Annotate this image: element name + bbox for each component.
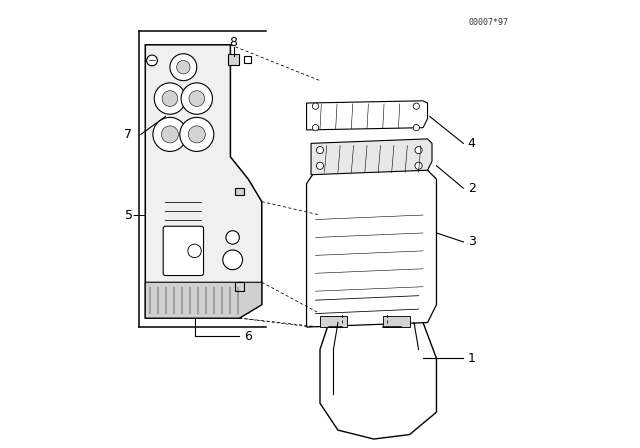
Circle shape xyxy=(413,125,419,131)
PathPatch shape xyxy=(145,282,262,318)
Circle shape xyxy=(415,162,422,169)
Text: 8: 8 xyxy=(228,36,237,49)
Bar xyxy=(244,56,251,63)
Bar xyxy=(320,316,347,327)
Circle shape xyxy=(415,146,422,154)
Circle shape xyxy=(161,126,179,143)
Circle shape xyxy=(180,117,214,151)
Circle shape xyxy=(154,83,186,114)
Text: 3: 3 xyxy=(468,235,476,249)
Circle shape xyxy=(189,91,205,107)
Bar xyxy=(235,282,244,291)
Text: 7: 7 xyxy=(124,128,132,141)
Circle shape xyxy=(316,162,324,169)
Circle shape xyxy=(316,146,324,154)
Circle shape xyxy=(162,91,178,107)
Circle shape xyxy=(177,60,190,74)
Circle shape xyxy=(181,83,212,114)
Circle shape xyxy=(312,103,319,109)
Text: 00007*97: 00007*97 xyxy=(468,18,508,27)
Circle shape xyxy=(170,54,197,81)
Circle shape xyxy=(226,231,239,244)
PathPatch shape xyxy=(320,314,436,439)
FancyBboxPatch shape xyxy=(163,226,204,276)
Bar xyxy=(383,316,410,327)
PathPatch shape xyxy=(311,139,432,175)
Bar xyxy=(235,188,244,195)
Circle shape xyxy=(188,126,205,143)
Circle shape xyxy=(312,125,319,131)
Circle shape xyxy=(153,117,187,151)
Circle shape xyxy=(147,55,157,66)
Text: 6: 6 xyxy=(244,329,252,343)
Text: 5—: 5— xyxy=(125,208,146,222)
Bar xyxy=(228,54,239,65)
PathPatch shape xyxy=(307,101,428,130)
Circle shape xyxy=(188,244,201,258)
Circle shape xyxy=(413,103,419,109)
Text: 4: 4 xyxy=(468,137,476,150)
Text: 1: 1 xyxy=(468,352,476,365)
Circle shape xyxy=(223,250,243,270)
Text: 2: 2 xyxy=(468,181,476,195)
PathPatch shape xyxy=(307,170,436,327)
PathPatch shape xyxy=(145,45,262,318)
